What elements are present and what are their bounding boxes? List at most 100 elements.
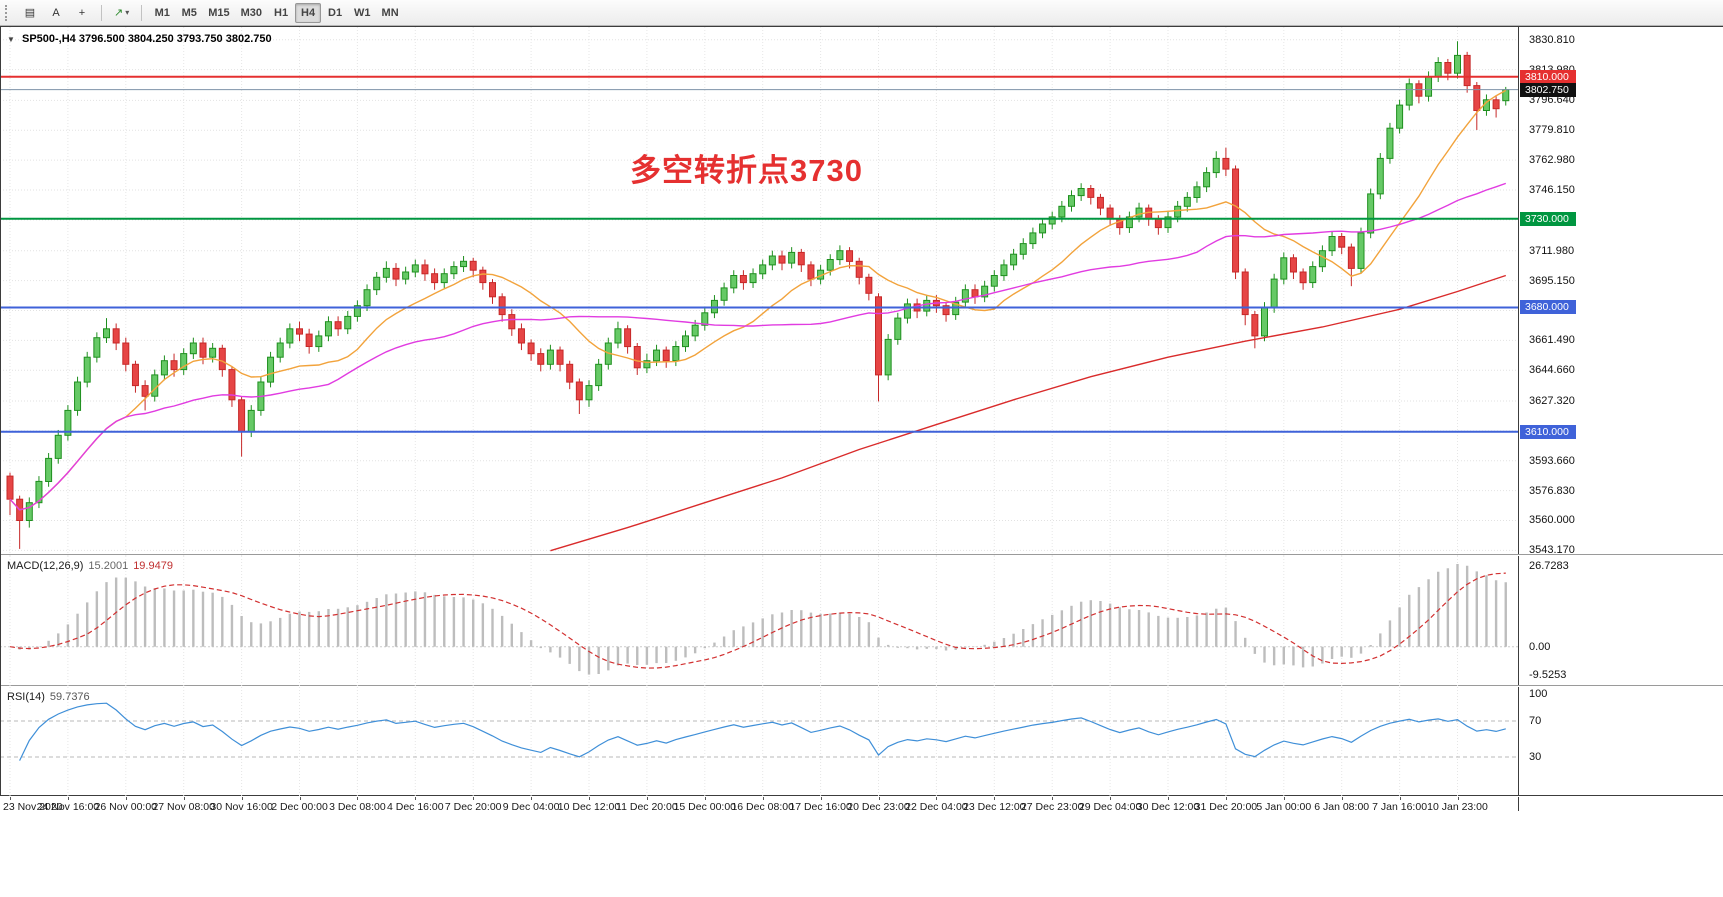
time-axis-label: 9 Dec 04:00 [502,801,560,813]
time-axis-label: 27 Dec 23:00 [1020,801,1084,813]
macd-axis-label: -9.5253 [1529,669,1567,682]
time-axis-label: 7 Jan 16:00 [1372,801,1428,813]
price-badge: 3810.000 [1520,69,1576,84]
time-axis-label: 2 Dec 00:00 [271,801,328,813]
time-axis-label: 5 Jan 00:00 [1256,801,1312,813]
time-axis-label: 30 Nov 16:00 [210,801,273,813]
macd-canvas[interactable] [0,556,1518,686]
cursor-button[interactable]: A [44,3,68,23]
toolbar-drag-handle[interactable] [5,4,11,21]
time-axis-label: 3 Dec 08:00 [329,801,386,813]
time-tick [1052,797,1054,800]
rsi-axis-label: 30 [1529,751,1542,763]
time-tick [704,797,706,800]
collapse-caret-icon[interactable]: ▼ [7,35,15,44]
price-badge: 3680.000 [1520,300,1576,315]
price-pane: 3830.8103813.9803796.6403779.8103762.980… [0,26,1723,556]
time-axis-label: 23 Dec 12:00 [963,801,1026,813]
time-tick [1399,797,1401,800]
time-axis-label: 20 Dec 23:00 [847,801,910,813]
price-badge: 3802.750 [1520,82,1576,97]
time-axis-label: 17 Dec 16:00 [789,801,852,813]
timeframe-h4[interactable]: H4 [295,2,322,23]
ohlc-close: 3802.750 [225,33,272,45]
chart-window-icon: ▤ [24,7,36,19]
line-studies-icon: ↗ [114,7,124,19]
macd-name: MACD(12,26,9) [7,560,84,572]
symbol-period: SP500-,H4 [21,33,76,45]
time-tick [67,797,69,800]
timeframe-m1[interactable]: M1 [149,3,175,23]
timeframe-m5[interactable]: M5 [176,3,202,23]
time-axis-label: 15 Dec 00:00 [673,801,737,813]
price-axis[interactable]: 3830.8103813.9803796.6403779.8103762.980… [1518,27,1723,556]
line-studies-button[interactable]: ↗ ▾ [109,3,134,23]
crosshair-icon: + [78,6,86,19]
timeframe-w1[interactable]: W1 [349,3,376,23]
time-tick [531,797,533,800]
chart-window-button[interactable]: ▤ [18,3,42,23]
time-axis-label: 16 Dec 08:00 [731,801,794,813]
time-tick [1341,797,1343,800]
macd-label: MACD(12,26,9) 15.2001 19.9479 [7,560,173,572]
time-tick [473,797,475,800]
time-tick [646,797,648,800]
rsi-axis-label: 100 [1529,688,1548,700]
timeframe-m30[interactable]: M30 [236,3,267,23]
macd-axis-label: 26.7283 [1529,559,1569,572]
cursor-icon: A [52,6,60,19]
chart-left-border [0,26,1,796]
time-tick [589,797,590,800]
rsi-axis[interactable]: 100 70 30 [1518,687,1723,795]
time-tick [10,797,11,800]
rsi-canvas[interactable] [0,687,1518,796]
time-axis-label: 24 Nov 16:00 [36,801,100,813]
ohlc-high: 3804.250 [127,33,174,45]
timeframe-d1[interactable]: D1 [322,3,348,23]
ohlc-low: 3793.750 [176,33,223,45]
time-axis-label: 29 Dec 04:00 [1078,801,1142,813]
time-tick [762,797,764,800]
timeframe-m15[interactable]: M15 [203,3,234,23]
time-axis-label: 31 Dec 20:00 [1194,801,1258,813]
price-axis-label: 3560.000 [1529,514,1575,527]
rsi-pane: 100 70 30 RSI(14) 59.7376 [0,687,1723,796]
macd-axis[interactable]: 26.7283 0.00 -9.5253 [1518,556,1723,685]
price-axis-label: 3779.810 [1529,124,1575,137]
toolbar-separator [101,4,102,21]
time-axis-label: 23 Nov 2020 [3,801,63,813]
rsi-axis-label: 70 [1529,715,1542,727]
price-axis-label: 3796.640 [1529,94,1575,107]
timeframe-h1[interactable]: H1 [268,3,294,23]
time-axis-label: 26 Nov 00:00 [94,801,158,813]
time-tick [183,797,185,800]
axis-corner-line [1518,797,1519,811]
price-axis-label: 3644.660 [1529,364,1575,377]
time-tick [1110,797,1112,800]
rsi-value: 59.7376 [49,691,90,703]
time-axis[interactable]: 23 Nov 2020 24 Nov 16:00 26 Nov 00:00 27 No… [0,797,1723,818]
time-axis-label: 30 Dec 12:00 [1136,801,1200,813]
price-axis-label: 3762.980 [1529,154,1575,167]
time-tick [936,797,938,800]
toolbar-separator [141,4,143,21]
ohlc-open: 3796.500 [78,33,125,45]
time-tick [878,797,880,800]
macd-pane: 26.7283 0.00 -9.5253 MACD(12,26,9) 15.2001 1… [0,556,1723,686]
rsi-label: RSI(14) 59.7376 [7,691,90,703]
crosshair-button[interactable]: + [70,3,94,23]
time-tick [1457,797,1459,800]
time-tick [415,797,417,800]
time-axis-label: 7 Dec 20:00 [444,801,502,813]
toolbar: ▤ A + ↗ ▾ M1 M5 M15 M30 H1 H4 D1 W1 MN [0,0,1723,26]
time-axis-label: 27 Nov 08:00 [152,801,215,813]
price-badge: 3730.000 [1520,211,1576,226]
time-axis-label: 4 Dec 16:00 [386,801,444,813]
timeframe-toolbar: M1 M5 M15 M30 H1 H4 D1 W1 MN [149,2,404,23]
time-axis-label: 6 Jan 08:00 [1314,801,1370,813]
price-chart-canvas[interactable] [0,27,1518,556]
price-badge: 3610.000 [1520,424,1576,439]
chevron-down-icon: ▾ [125,8,130,17]
timeframe-mn[interactable]: MN [377,3,404,23]
